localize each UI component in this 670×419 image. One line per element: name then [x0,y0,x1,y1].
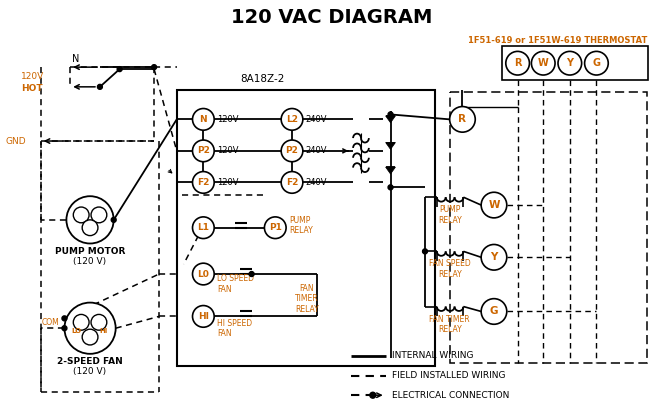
Text: 240V: 240V [306,146,328,155]
Circle shape [558,52,582,75]
Text: 120 VAC DIAGRAM: 120 VAC DIAGRAM [230,8,432,27]
Text: LO: LO [71,328,81,334]
Circle shape [249,272,254,277]
Text: L1: L1 [198,223,209,232]
Text: 240V: 240V [306,115,328,124]
Text: L0: L0 [198,269,209,279]
Text: R: R [458,114,466,124]
Text: R: R [514,58,521,68]
Circle shape [91,314,107,330]
Circle shape [281,171,303,193]
Circle shape [73,314,89,330]
Text: ELECTRICAL CONNECTION: ELECTRICAL CONNECTION [393,391,510,400]
Circle shape [192,217,214,238]
Text: PUMP MOTOR: PUMP MOTOR [55,247,125,256]
Circle shape [481,299,507,324]
Circle shape [506,52,529,75]
Circle shape [64,303,116,354]
Text: FAN
TIMER
RELAY: FAN TIMER RELAY [295,284,319,313]
Text: Y: Y [490,252,498,262]
Text: 120V: 120V [217,178,239,187]
Text: L2: L2 [286,115,298,124]
Text: HI: HI [100,328,108,334]
Circle shape [481,192,507,218]
Text: GND: GND [5,137,26,145]
Circle shape [531,52,555,75]
Text: HOT: HOT [21,84,43,93]
Polygon shape [386,167,395,174]
Text: N: N [200,115,207,124]
Circle shape [192,140,214,162]
Bar [177,90,435,366]
Bar [502,47,648,80]
Text: 120V: 120V [217,146,239,155]
Text: P2: P2 [197,146,210,155]
Circle shape [192,171,214,193]
Text: FAN SPEED
RELAY: FAN SPEED RELAY [429,259,470,279]
Circle shape [281,109,303,130]
Text: F2: F2 [286,178,298,187]
Polygon shape [386,142,395,150]
Text: P2: P2 [285,146,298,155]
Circle shape [281,140,303,162]
Circle shape [370,392,376,398]
Text: (120 V): (120 V) [74,367,107,376]
Text: 240V: 240V [306,178,328,187]
Text: 1F51-619 or 1F51W-619 THERMOSTAT: 1F51-619 or 1F51W-619 THERMOSTAT [468,36,648,45]
Circle shape [585,52,608,75]
Text: 2-SPEED FAN: 2-SPEED FAN [57,357,123,366]
Text: F2: F2 [197,178,210,187]
Text: Y: Y [566,58,574,68]
Text: (120 V): (120 V) [74,257,107,266]
Circle shape [265,217,286,238]
Text: FIELD INSTALLED WIRING: FIELD INSTALLED WIRING [393,371,506,380]
Text: INTERNAL WIRING: INTERNAL WIRING [393,351,474,360]
Circle shape [151,65,157,70]
Text: 120V: 120V [217,115,239,124]
Text: COM: COM [42,318,60,327]
Circle shape [91,207,107,223]
Text: HI: HI [198,312,209,321]
Circle shape [388,112,393,117]
Text: N: N [72,54,79,64]
Text: G: G [490,306,498,316]
Circle shape [388,185,393,190]
Circle shape [62,326,67,331]
Text: W: W [488,200,500,210]
Circle shape [82,329,98,345]
Circle shape [423,249,427,254]
Circle shape [66,196,114,243]
Circle shape [82,220,98,235]
Text: 120V: 120V [21,72,44,81]
Circle shape [62,316,67,321]
Circle shape [73,207,89,223]
Text: FAN TIMER
RELAY: FAN TIMER RELAY [429,315,470,334]
Text: PUMP
RELAY: PUMP RELAY [289,216,313,235]
Circle shape [192,109,214,130]
Circle shape [192,305,214,327]
Circle shape [450,106,475,132]
Text: LO SPEED
FAN: LO SPEED FAN [217,274,254,294]
Polygon shape [386,116,395,123]
Text: PUMP
RELAY: PUMP RELAY [438,205,462,225]
Bar [450,92,647,363]
Text: HI SPEED
FAN: HI SPEED FAN [217,318,253,338]
Circle shape [481,244,507,270]
Circle shape [117,67,122,72]
Text: G: G [592,58,600,68]
Circle shape [97,84,103,89]
Circle shape [192,263,214,285]
Text: W: W [538,58,549,68]
Text: P1: P1 [269,223,281,232]
Text: 8A18Z-2: 8A18Z-2 [241,74,285,84]
Circle shape [111,217,116,222]
